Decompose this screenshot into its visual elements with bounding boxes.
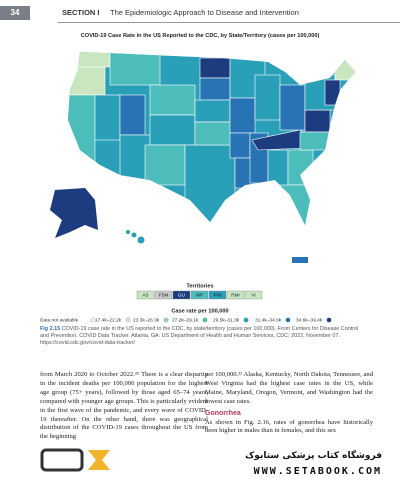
legend-swatch bbox=[90, 317, 96, 323]
body-right: per 100,000.²² Alaska, Kentucky, North D… bbox=[205, 371, 373, 436]
legend-swatch bbox=[285, 317, 291, 323]
body-left: from March 2020 to October 2022.²⁵ There… bbox=[40, 371, 208, 441]
header-rule bbox=[58, 22, 400, 23]
legend-label: Data not available bbox=[40, 317, 79, 323]
territory-label: AS bbox=[142, 293, 148, 298]
section-label: SECTION I bbox=[62, 8, 100, 17]
caption-text: COVID-19 case rate in the US reported to… bbox=[40, 326, 359, 347]
figure-caption: Fig 2.15 COVID-19 case rate in the US re… bbox=[40, 326, 360, 348]
caption-label: Fig 2.15 bbox=[40, 326, 61, 332]
territory-box bbox=[226, 290, 245, 300]
alaska bbox=[50, 188, 98, 238]
figure-title: COVID-19 Case Rate in the US Reported to… bbox=[80, 33, 320, 39]
territory-box bbox=[208, 290, 227, 300]
watermark-store: فروشگاه کتاب پزشکی ستابوک bbox=[245, 451, 382, 461]
legend-swatch bbox=[125, 317, 131, 323]
legend-title: Case rate per 100,000 bbox=[171, 308, 228, 314]
legend-label: 23.3k–26.3k bbox=[133, 317, 160, 323]
legend-swatch bbox=[202, 317, 208, 323]
us-map bbox=[50, 52, 355, 263]
legend-label: 27.2k–29.1k bbox=[172, 317, 199, 323]
legend-title: Territories bbox=[186, 283, 213, 289]
territory-label: PW bbox=[214, 293, 222, 298]
legend-label: 34.6k–39.4k bbox=[296, 317, 323, 323]
territory-box bbox=[154, 290, 173, 300]
legend-label: 31.4k–34.0k bbox=[255, 317, 282, 323]
watermark-url: WWW.SETABOOK.COM bbox=[253, 466, 382, 477]
watermark-logo bbox=[40, 448, 110, 472]
section-heading: Gonorrhea bbox=[205, 409, 241, 417]
section-title: The Epidemiologic Approach to Disease an… bbox=[110, 8, 299, 17]
legend-swatch bbox=[326, 317, 332, 323]
territory-label: FSM bbox=[159, 293, 169, 298]
territory-box bbox=[244, 290, 263, 300]
legend-swatch bbox=[163, 317, 169, 323]
territory-label: GU bbox=[178, 293, 185, 298]
territory-box bbox=[172, 290, 191, 300]
territory-box bbox=[190, 290, 209, 300]
legend-label: 17.4k–22.2k bbox=[95, 317, 122, 323]
paragraph: As shown in Fig. 2.16, rates of gonorrhe… bbox=[205, 418, 373, 435]
legend-label: 29.5k–31.3k bbox=[213, 317, 240, 323]
territory-label: MP bbox=[196, 293, 203, 298]
puerto-rico bbox=[292, 257, 308, 263]
territory-box bbox=[136, 290, 155, 300]
page-number: 34 bbox=[0, 6, 30, 20]
territory-label: VI bbox=[251, 293, 255, 298]
legend-swatch bbox=[243, 317, 249, 323]
figure: Territories AS FSM GU MP PW RMI VI Case rate per… bbox=[40, 52, 355, 323]
territory-label: RMI bbox=[231, 293, 239, 298]
paragraph: per 100,000.²² Alaska, Kentucky, North D… bbox=[205, 371, 373, 405]
